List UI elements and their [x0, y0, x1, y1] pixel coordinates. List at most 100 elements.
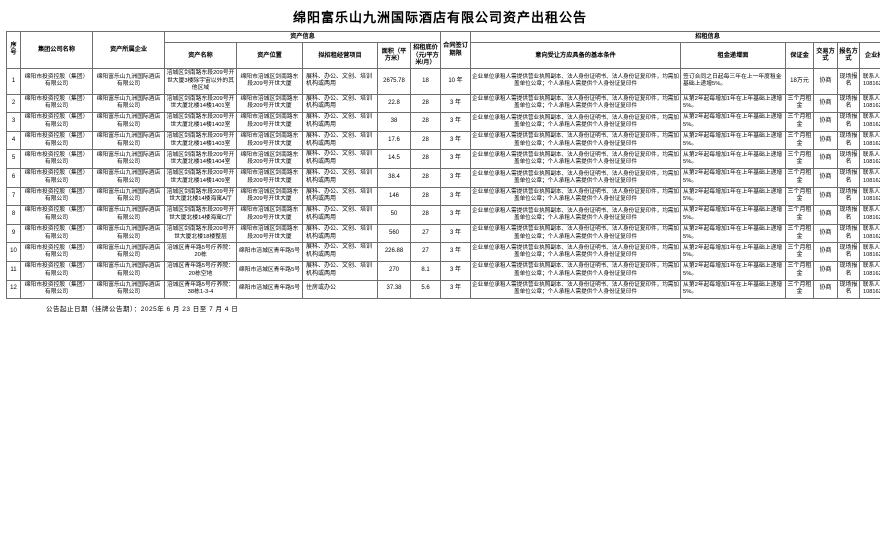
table-row: 1 绵阳市投资控股（集团）有限公司 绵阳富乐山九洲国际酒店有限公司 涪城区剑南路东段2… [6, 68, 880, 95]
row-registration: 现场报名 [837, 167, 861, 188]
row-group-company: 绵阳市投资控股（集团）有限公司 [20, 223, 93, 244]
row-seq: 7 [6, 186, 21, 207]
row-business-scope: 展科、办公、文创、培训机构或两用 [302, 242, 378, 262]
row-conditions: 企业单位承租人需提供营业执照副本、法人身份证明书、法人身份证复印件，均需加盖单位… [470, 68, 682, 95]
row-asset-owner: 绵阳富乐山九洲国际酒店有限公司 [92, 112, 165, 132]
row-seq: 4 [6, 130, 21, 151]
col-header-registration: 报名方式 [837, 41, 861, 70]
row-group-company: 绵阳市投资控股（集团）有限公司 [20, 130, 93, 151]
table-row: 6 绵阳市投资控股（集团）有限公司 绵阳富乐山九洲国际酒店有限公司 涪城区剑南路东段2… [6, 167, 880, 188]
group-header-asset-info: 资产信息 [163, 31, 442, 43]
row-payment: 协商 [813, 93, 839, 114]
row-payment: 协商 [813, 260, 839, 281]
row-asset-owner: 绵阳富乐山九洲国际酒店有限公司 [92, 68, 165, 95]
col-header-area: 面积（平方米） [377, 41, 411, 70]
row-contract-term: 3 年 [440, 167, 472, 188]
col-header-seq: 序号 [6, 31, 21, 69]
row-contact: 联系人：王先生。联系电话：15108162777 [859, 167, 880, 188]
row-group-company: 绵阳市投资控股（集团）有限公司 [20, 149, 93, 169]
row-registration: 现场报名 [837, 186, 861, 207]
row-area: 14.5 [377, 149, 411, 169]
row-deposit: 三个月租金 [785, 223, 815, 244]
col-header-payment: 交易方式 [813, 41, 839, 70]
row-price: 28 [409, 93, 442, 114]
row-asset-owner: 绵阳富乐山九洲国际酒店有限公司 [92, 260, 165, 281]
row-increase: 从第2年起每增加1年在上年基础上递增5%。 [680, 186, 787, 207]
col-header-contract-term: 合同签订期限 [440, 31, 472, 69]
row-seq: 9 [6, 223, 21, 244]
row-business-scope: 展科、办公、文创、培训机构或两用 [302, 112, 378, 132]
row-business-scope: 住房或办公 [302, 279, 378, 299]
row-price: 28 [409, 186, 442, 207]
row-registration: 现场报名 [837, 93, 861, 114]
row-asset-owner: 绵阳富乐山九洲国际酒店有限公司 [92, 223, 165, 244]
row-contact: 联系人：王先生。联系电话：15108162777 [859, 68, 880, 95]
row-asset-owner: 绵阳富乐山九洲国际酒店有限公司 [92, 279, 165, 299]
row-conditions: 企业单位承租人需提供营业执照副本、法人身份证明书、法人身份证复印件，均需加盖单位… [470, 130, 682, 151]
row-payment: 协商 [813, 112, 839, 132]
row-deposit: 三个月租金 [785, 167, 815, 188]
row-conditions: 企业单位承租人需提供营业执照副本、法人身份证明书、法人身份证复印件，均需加盖单位… [470, 242, 682, 262]
row-asset-position: 绵阳市涪城区青年路5号 [236, 260, 303, 281]
row-group-company: 绵阳市投资控股（集团）有限公司 [20, 205, 93, 225]
table-row: 2 绵阳市投资控股（集团）有限公司 绵阳富乐山九洲国际酒店有限公司 涪城区剑南路东段2… [6, 93, 880, 114]
row-area: 38 [377, 112, 411, 132]
row-contact: 联系人：王先生。联系电话：15108162777 [859, 93, 880, 114]
row-group-company: 绵阳市投资控股（集团）有限公司 [20, 279, 93, 299]
row-seq: 1 [6, 68, 21, 95]
row-payment: 协商 [813, 149, 839, 169]
row-price: 27 [409, 223, 442, 244]
row-asset-position: 绵阳市涪城区青年路5号 [236, 279, 303, 299]
col-header-deposit: 保证金 [785, 41, 815, 70]
row-group-company: 绵阳市投资控股（集团）有限公司 [20, 167, 93, 188]
row-increase: 签订合同之日起每三年在上一年度租金基础上递增5%。 [680, 68, 787, 95]
row-area: 146 [377, 186, 411, 207]
row-price: 28 [409, 205, 442, 225]
row-asset-name: 涪城区剑南路东段209号开世大厦北楼14楼1409室 [164, 167, 237, 188]
row-asset-name: 涪城区青年路5号疗养院：20栋空地 [164, 260, 237, 281]
row-asset-owner: 绵阳富乐山九洲国际酒店有限公司 [92, 205, 165, 225]
table-row: 3 绵阳市投资控股（集团）有限公司 绵阳富乐山九洲国际酒店有限公司 涪城区剑南路东段2… [6, 112, 880, 132]
col-header-group-company: 集团公司名称 [20, 31, 93, 69]
row-price: 28 [409, 130, 442, 151]
row-contract-term: 3 年 [440, 112, 472, 132]
row-asset-name: 涪城区剑南路东段209号开世大厦北楼14楼海寓A厅 [164, 186, 237, 207]
row-price: 27 [409, 242, 442, 262]
row-group-company: 绵阳市投资控股（集团）有限公司 [20, 68, 93, 95]
row-payment: 协商 [813, 167, 839, 188]
row-contact: 联系人：王先生。联系电话：15108162777 [859, 149, 880, 169]
row-group-company: 绵阳市投资控股（集团）有限公司 [20, 186, 93, 207]
row-seq: 10 [6, 242, 21, 262]
row-contract-term: 3 年 [440, 242, 472, 262]
row-increase: 从第2年起每增加1年在上年基础上递增5%。 [680, 279, 787, 299]
row-increase: 从第2年起每增加1年在上年基础上递增5%。 [680, 260, 787, 281]
col-header-asset-owner: 资产所属企业 [92, 31, 165, 69]
row-asset-owner: 绵阳富乐山九洲国际酒店有限公司 [92, 186, 165, 207]
row-registration: 现场报名 [837, 68, 861, 95]
row-asset-name: 涪城区青年路5号疗养院：38栋1-3-4 [164, 279, 237, 299]
col-header-asset-name: 资产名称 [164, 41, 237, 70]
col-header-price: 招租底价（元/平方米/月） [409, 41, 442, 70]
row-price: 28 [409, 167, 442, 188]
row-payment: 协商 [813, 68, 839, 95]
row-business-scope: 展科、办公、文创、培训机构或两用 [302, 130, 378, 151]
row-asset-name: 涪城区剑南路东段209号开世大厦北楼14楼1401室 [164, 93, 237, 114]
row-asset-name: 涪城区青年路5号疗养院：20栋 [164, 242, 237, 262]
row-deposit: 三个月租金 [785, 130, 815, 151]
row-contract-term: 3 年 [440, 186, 472, 207]
row-increase: 从第2年起每增加1年在上年基础上递增5%。 [680, 93, 787, 114]
row-deposit: 三个月租金 [785, 149, 815, 169]
row-contract-term: 3 年 [440, 260, 472, 281]
row-deposit: 三个月租金 [785, 112, 815, 132]
header-group-row: 序号 集团公司名称 资产所属企业 资产信息 合同签订期限 招租信息 [6, 31, 880, 69]
row-asset-owner: 绵阳富乐山九洲国际酒店有限公司 [92, 130, 165, 151]
row-asset-name: 涪城区剑南路东段209号开世大厦北楼14楼1402室 [164, 112, 237, 132]
row-contract-term: 3 年 [440, 223, 472, 244]
table-body: 1 绵阳市投资控股（集团）有限公司 绵阳富乐山九洲国际酒店有限公司 涪城区剑南路东段2… [6, 68, 880, 299]
row-asset-position: 绵阳市涪城区剑南路东段209号开世大厦 [236, 149, 303, 169]
row-payment: 协商 [813, 242, 839, 262]
row-business-scope: 展科、办公、文创、培训机构或两用 [302, 68, 378, 95]
row-deposit: 三个月租金 [785, 93, 815, 114]
table-row: 11 绵阳市投资控股（集团）有限公司 绵阳富乐山九洲国际酒店有限公司 涪城区青年路5号… [6, 260, 880, 281]
row-registration: 现场报名 [837, 205, 861, 225]
